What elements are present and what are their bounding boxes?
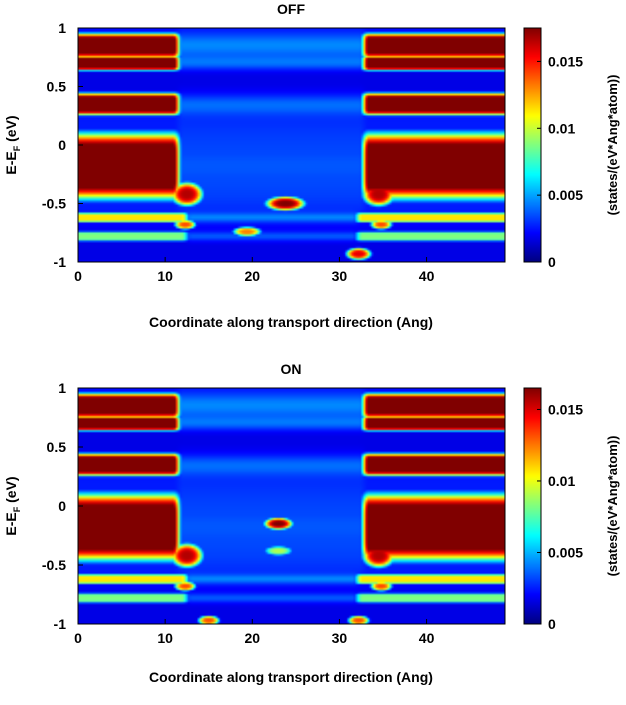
x-tick-label: 40 xyxy=(419,630,435,646)
colorbar-tick-label: 0.01 xyxy=(548,120,575,136)
y-axis-label: E-EF (eV) xyxy=(3,476,22,535)
chart-title: ON xyxy=(281,361,302,377)
x-tick-label: 20 xyxy=(244,268,260,284)
colorbar-tick-label: 0.015 xyxy=(548,53,583,69)
y-axis-ticks: 1 0.5 0 -0.5 -1 xyxy=(42,20,83,270)
y-tick-label: -1 xyxy=(54,254,67,270)
colorbar-tick-label: 0 xyxy=(548,616,556,632)
y-tick-label: -0.5 xyxy=(42,557,66,573)
x-tick-label: 10 xyxy=(157,630,173,646)
chart-panel-off: OFF 0 10 20 30 40 1 0.5 0 -0.5 -1 Coordinate alo… xyxy=(0,0,626,345)
colorbar: 0 0.005 0.01 0.015 xyxy=(523,27,583,270)
chart-panel-on: ON 0 10 20 30 40 1 0.5 0 -0.5 -1 Coordinate alon… xyxy=(0,360,626,705)
colorbar-frame xyxy=(523,387,542,625)
x-tick-label: 0 xyxy=(74,268,82,284)
colorbar-tick-label: 0.015 xyxy=(548,401,583,417)
colorbar-label: (states/(eV*Ang*atom)) xyxy=(605,75,620,216)
y-axis-ticks: 1 0.5 0 -0.5 -1 xyxy=(42,380,83,632)
x-axis-label: Coordinate along transport direction (An… xyxy=(149,314,433,330)
heatmap-plot-off xyxy=(77,27,506,263)
x-tick-label: 20 xyxy=(244,630,260,646)
y-tick-label: 1 xyxy=(58,20,66,36)
colorbar-frame xyxy=(523,27,542,263)
x-tick-label: 0 xyxy=(74,630,82,646)
colorbar-tick-label: 0.005 xyxy=(548,187,583,203)
colorbar-tick-label: 0 xyxy=(548,254,556,270)
x-tick-label: 30 xyxy=(332,630,348,646)
heatmap-svg-on: ON 0 10 20 30 40 1 0.5 0 -0.5 -1 Coordinate alon… xyxy=(3,361,620,685)
x-axis-ticks: 0 10 20 30 40 xyxy=(74,619,435,646)
heatmap-image xyxy=(78,388,505,624)
y-tick-label: 0.5 xyxy=(47,79,67,95)
heatmap-plot-on xyxy=(77,387,506,625)
y-tick-label: 1 xyxy=(58,380,66,396)
y-tick-label: 0 xyxy=(58,498,66,514)
x-tick-label: 40 xyxy=(419,268,435,284)
heatmap-image xyxy=(78,28,505,262)
colorbar-tick-label: 0.01 xyxy=(548,473,575,489)
y-axis-label: E-EF (eV) xyxy=(3,115,22,174)
y-tick-label: -1 xyxy=(54,616,67,632)
colorbar-tick-label: 0.005 xyxy=(548,544,583,560)
x-axis-ticks: 0 10 20 30 40 xyxy=(74,257,435,284)
y-tick-label: -0.5 xyxy=(42,196,66,212)
colorbar-gradient xyxy=(524,388,541,624)
x-tick-label: 10 xyxy=(157,268,173,284)
colorbar: 0 0.005 0.01 0.015 xyxy=(523,387,583,632)
x-axis-label: Coordinate along transport direction (An… xyxy=(149,669,433,685)
y-tick-label: 0.5 xyxy=(47,439,67,455)
colorbar-label: (states/(eV*Ang*atom)) xyxy=(605,436,620,577)
x-tick-label: 30 xyxy=(332,268,348,284)
colorbar-ticks: 0 0.005 0.01 0.015 xyxy=(537,53,583,270)
y-tick-label: 0 xyxy=(58,137,66,153)
chart-title: OFF xyxy=(277,1,305,17)
heatmap-svg-off: OFF 0 10 20 30 40 1 0.5 0 -0.5 -1 Coordinate alo… xyxy=(3,1,620,330)
colorbar-ticks: 0 0.005 0.01 0.015 xyxy=(537,401,583,632)
colorbar-gradient xyxy=(524,28,541,262)
